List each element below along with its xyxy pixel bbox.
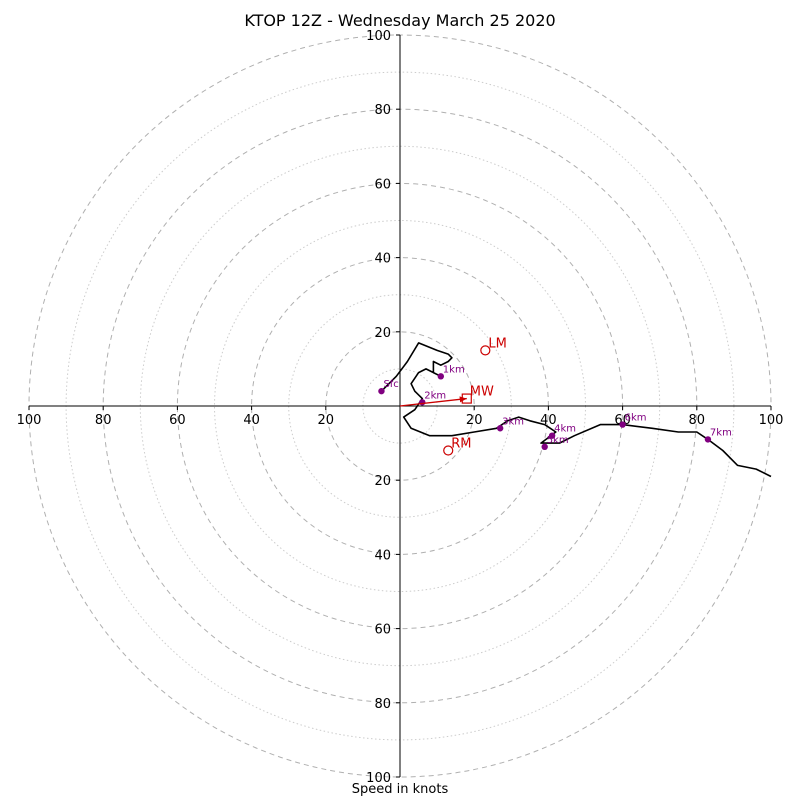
- y-tick-label: 100: [366, 29, 391, 44]
- height-marker-point: [437, 373, 445, 380]
- y-tick-label: 40: [374, 252, 391, 267]
- x-tick-label: 60: [169, 413, 186, 428]
- storm-motion-marker: [461, 393, 472, 404]
- chart-title: KTOP 12Z - Wednesday March 25 2020: [244, 11, 556, 30]
- height-marker-label: Sfc: [383, 379, 398, 390]
- height-marker-label: 5km: [547, 435, 569, 446]
- height-marker-point: [541, 443, 548, 451]
- x-tick-label: 80: [689, 413, 706, 428]
- storm-motion-label: RM: [451, 437, 471, 452]
- storm-motion-marker: [480, 345, 491, 356]
- height-marker-point: [704, 436, 712, 443]
- y-tick-label: 60: [374, 177, 391, 192]
- storm-motion-label: LM: [488, 336, 506, 351]
- x-tick-label: 100: [17, 413, 42, 428]
- height-marker-label: 7km: [710, 427, 732, 438]
- height-marker-label: 2km: [424, 390, 446, 401]
- storm-motion-label: MW: [470, 385, 494, 400]
- y-tick-label: 20: [374, 326, 391, 341]
- x-tick-label: 40: [243, 413, 260, 428]
- height-marker-label: 3km: [502, 416, 524, 427]
- height-marker-point: [548, 432, 556, 439]
- hodograph-line: [380, 342, 772, 478]
- x-tick-label: 100: [759, 413, 784, 428]
- height-marker-label: 1km: [443, 364, 465, 375]
- x-tick-label: 80: [95, 413, 112, 428]
- x-tick-label: 20: [466, 413, 483, 428]
- y-tick-label: 40: [374, 548, 391, 563]
- y-tick-label: 20: [374, 474, 391, 489]
- height-marker-point: [619, 421, 626, 428]
- y-tick-label: 80: [374, 103, 391, 118]
- x-tick-label: 20: [318, 413, 335, 428]
- height-marker-label: 6km: [625, 413, 647, 424]
- y-tick-label: 80: [374, 697, 391, 712]
- y-tick-label: 100: [366, 771, 391, 786]
- height-marker-point: [496, 425, 504, 432]
- x-axis-label: Speed in knots: [351, 782, 449, 797]
- storm-motion-marker: [443, 445, 454, 456]
- mean-wind-vector: [399, 397, 467, 407]
- height-marker-point: [378, 387, 385, 395]
- mean-wind-arrowhead: [459, 396, 467, 403]
- height-marker-label: 4km: [554, 424, 576, 435]
- y-tick-label: 60: [374, 623, 391, 638]
